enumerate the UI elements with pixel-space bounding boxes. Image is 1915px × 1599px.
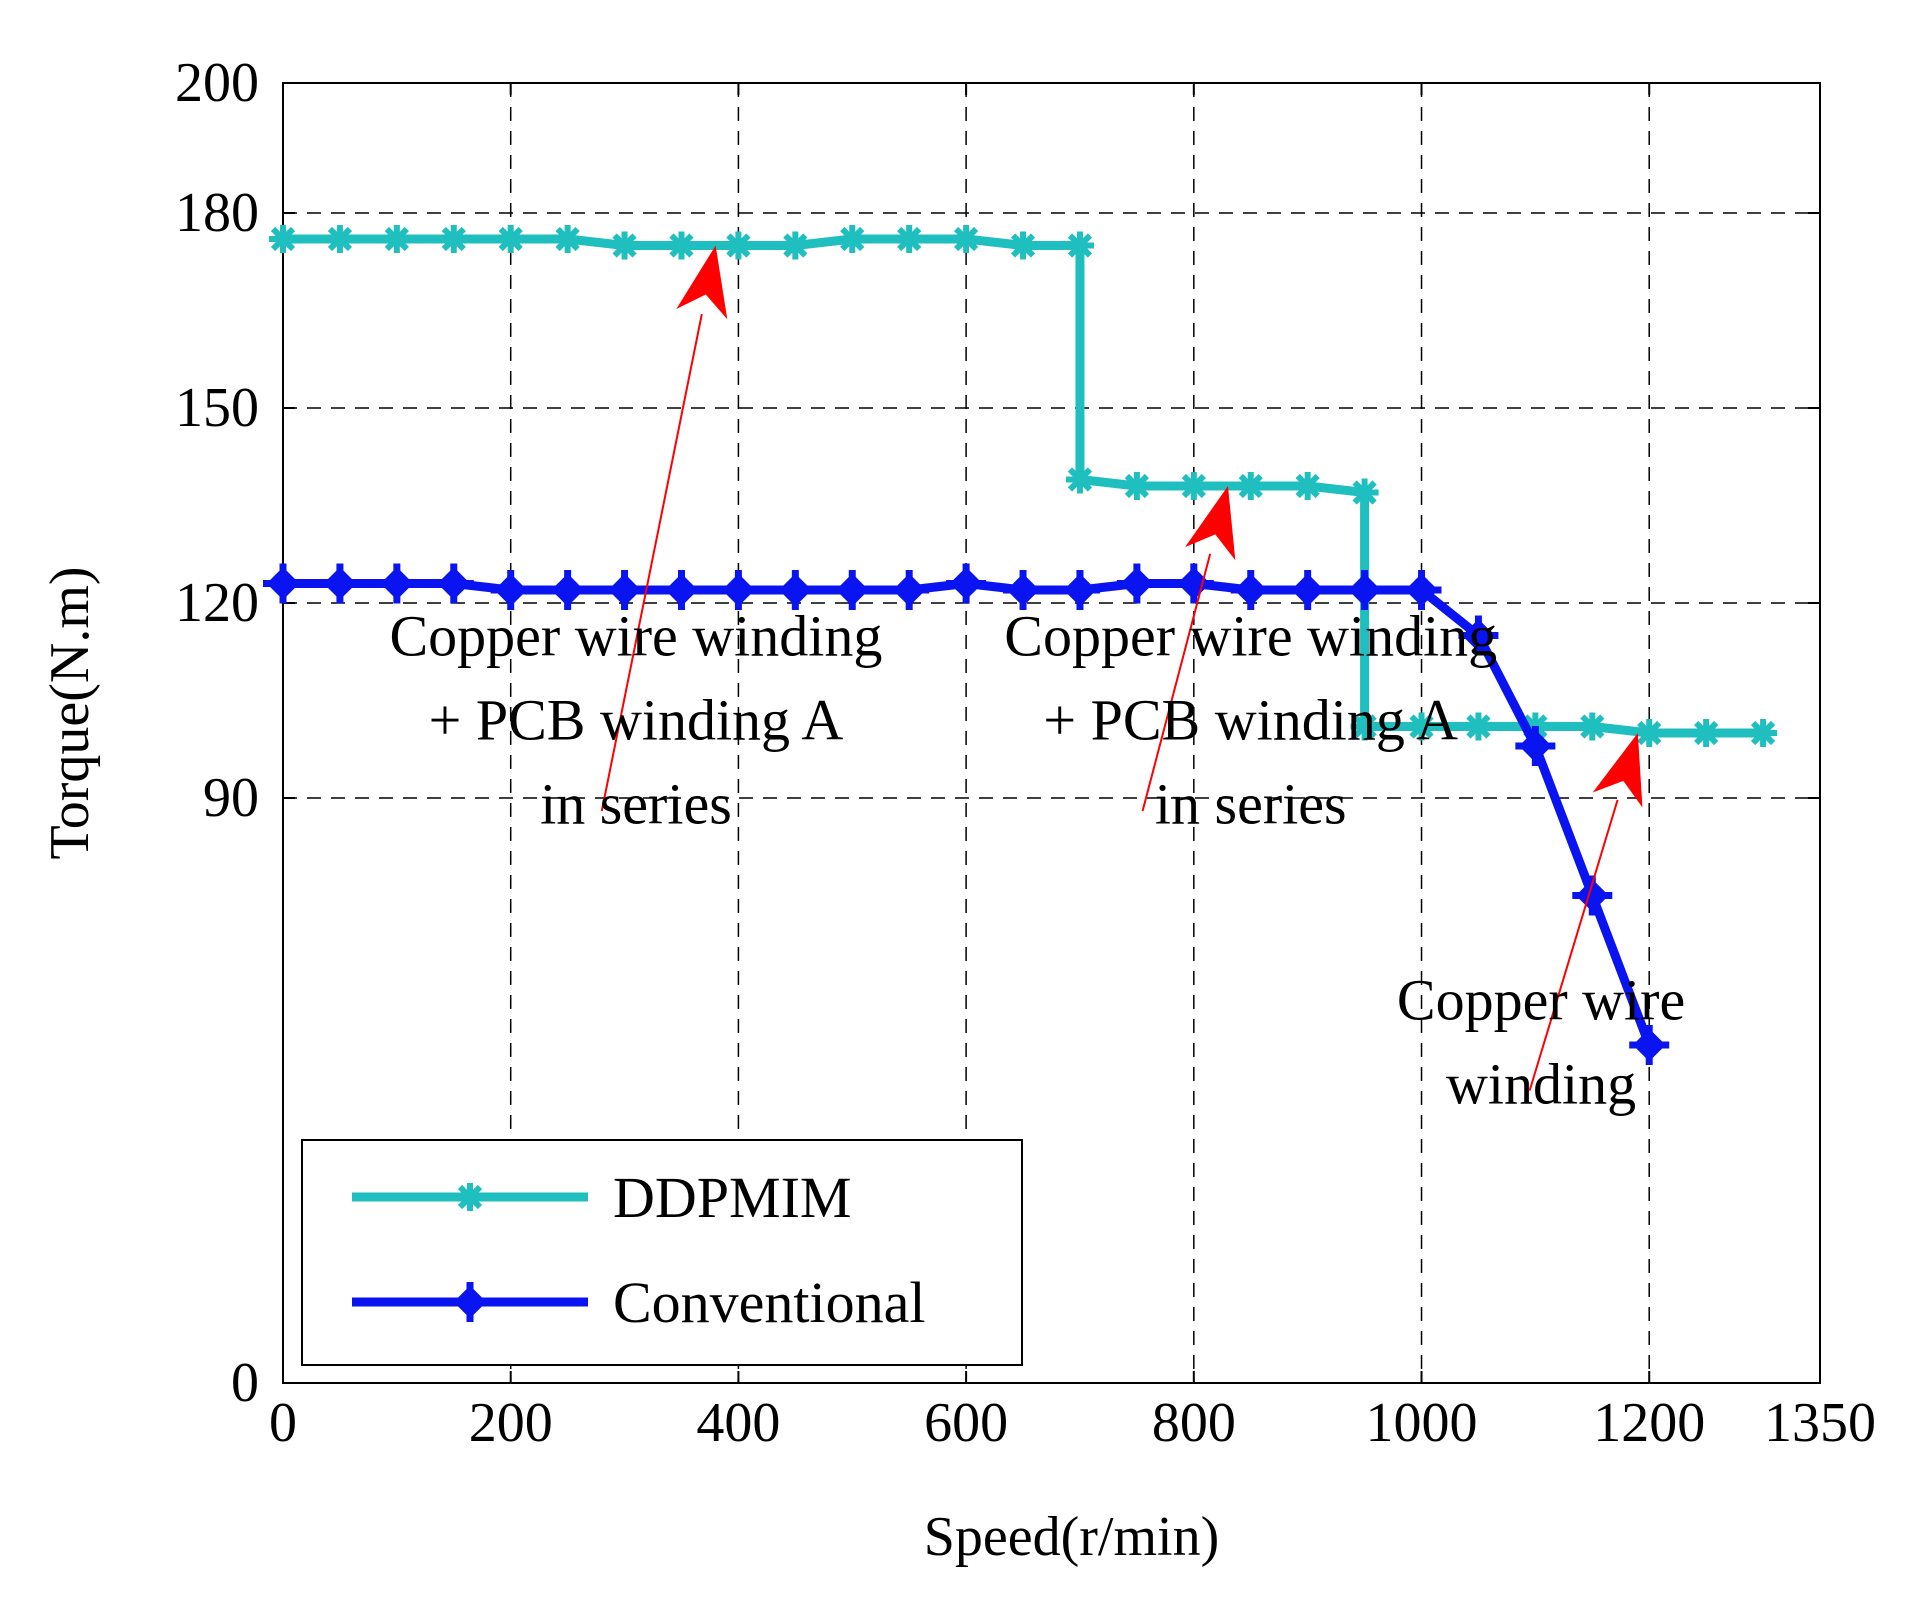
y-axis-label: Torque(N.m) <box>39 566 101 859</box>
x-tick-label: 200 <box>469 1392 553 1454</box>
x-axis-label: Speed(r/min) <box>924 1506 1219 1568</box>
data-point <box>1409 714 1434 739</box>
data-point <box>1124 473 1150 499</box>
legend-label: DDPMIM <box>613 1165 852 1230</box>
data-point <box>384 226 409 252</box>
x-tick-label: 1200 <box>1593 1392 1705 1454</box>
legend-item-ddpmim: DDPMIM <box>352 1165 852 1230</box>
y-tick-label: 200 <box>175 52 259 114</box>
x-tick-label: 800 <box>1152 1392 1236 1454</box>
x-tick-label: 1350 <box>1764 1392 1876 1454</box>
annotation-arrow-line <box>600 313 703 812</box>
plot-frame <box>282 82 1821 1384</box>
data-point <box>327 226 353 252</box>
annotation-2: Copper wire winding + PCB winding A in ser… <box>1004 486 1497 837</box>
x-axis: 0 200 400 600 800 1000 1200 1350 <box>269 83 1876 1454</box>
x-tick-label: 1000 <box>1366 1392 1478 1454</box>
series-ddpmim <box>269 225 1778 747</box>
y-axis: 0 90 120 150 180 200 <box>175 52 1820 1414</box>
data-point <box>498 226 523 252</box>
data-point <box>726 233 751 258</box>
annotation-arrow-head <box>1185 486 1236 561</box>
series-layer <box>263 225 1778 1065</box>
y-tick-label: 0 <box>231 1352 259 1414</box>
annotation-1: Copper wire winding + PCB winding A in ser… <box>389 245 882 837</box>
legend-label: Conventional <box>613 1270 926 1335</box>
data-point <box>1352 480 1377 505</box>
data-point <box>441 226 466 252</box>
data-point <box>1010 233 1036 258</box>
y-tick-label: 150 <box>175 377 259 439</box>
x-tick-label: 0 <box>269 1392 297 1454</box>
annotation-text: Copper wire winding <box>389 604 882 669</box>
annotation-text: Copper wire <box>1397 968 1685 1033</box>
annotation-text: Copper wire winding <box>1004 604 1497 669</box>
data-point <box>1352 714 1377 739</box>
annotation-arrow-head <box>676 245 728 320</box>
annotation-arrow-head <box>1592 733 1643 808</box>
data-point <box>1694 720 1719 746</box>
data-point <box>1466 714 1491 739</box>
data-point <box>612 233 637 258</box>
x-tick-label: 400 <box>696 1392 780 1454</box>
y-tick-label: 180 <box>175 182 259 244</box>
x-tick-label: 600 <box>924 1392 1008 1454</box>
annotation-3: Copper wire winding <box>1397 733 1685 1117</box>
data-point <box>555 226 580 252</box>
data-point <box>1637 720 1662 746</box>
data-point <box>840 226 865 252</box>
annotation-text: + PCB winding A <box>429 688 844 753</box>
data-point <box>1067 233 1093 258</box>
data-point <box>270 226 296 252</box>
data-point <box>783 233 808 258</box>
legend-item-conventional: Conventional <box>352 1270 926 1335</box>
data-point <box>953 226 979 252</box>
legend-box <box>301 1139 1023 1366</box>
data-point <box>897 226 922 252</box>
annotation-text: in series <box>540 772 732 837</box>
annotation-text: + PCB winding A <box>1043 688 1458 753</box>
data-point <box>1181 473 1206 499</box>
series-conventional <box>263 563 1670 1065</box>
data-point <box>1295 473 1320 499</box>
data-point <box>669 233 694 258</box>
annotations: Copper wire winding + PCB winding A in ser… <box>389 245 1685 1117</box>
annotation-arrow-line <box>1141 553 1212 812</box>
data-point <box>1238 473 1263 499</box>
y-tick-label: 120 <box>175 572 259 634</box>
annotation-arrow-line <box>1528 799 1619 1091</box>
legend: DDPMIM Conventional <box>301 1139 1023 1366</box>
legend-marker <box>457 1184 483 1210</box>
y-tick-label: 90 <box>203 767 259 829</box>
data-point <box>1580 714 1605 739</box>
data-point <box>1750 720 1776 746</box>
annotation-text: in series <box>1155 772 1347 837</box>
data-point <box>1067 467 1093 492</box>
annotation-text: winding <box>1446 1052 1636 1117</box>
